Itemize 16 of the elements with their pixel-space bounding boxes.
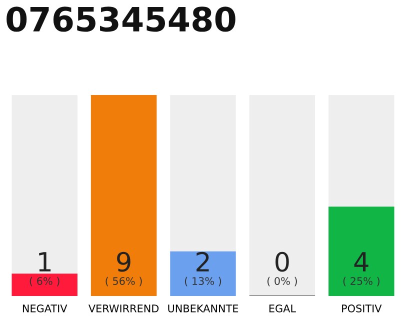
x-tick-label: POSITIV (342, 304, 382, 312)
data-label: 0 (276, 252, 289, 272)
data-label: 1 (39, 252, 51, 272)
data-label: 4 (354, 252, 368, 272)
annotation: ( 6% ) (30, 276, 60, 286)
data-label: 9 (117, 252, 130, 272)
annotation: ( 56% ) (106, 276, 142, 286)
x-tick-label: UNBEKANNTE (168, 304, 238, 312)
x-tick-label: VERWIRREND (88, 304, 159, 312)
annotation: ( 25% ) (343, 276, 380, 286)
x-tick-label: NEGATIV (22, 304, 68, 312)
annotation: ( 0% ) (267, 276, 297, 286)
annotation: ( 13% ) (184, 276, 222, 286)
chart-title: 0765345480 (6, 6, 236, 32)
data-label: 2 (196, 252, 209, 272)
x-tick-label: EGAL (269, 304, 296, 312)
